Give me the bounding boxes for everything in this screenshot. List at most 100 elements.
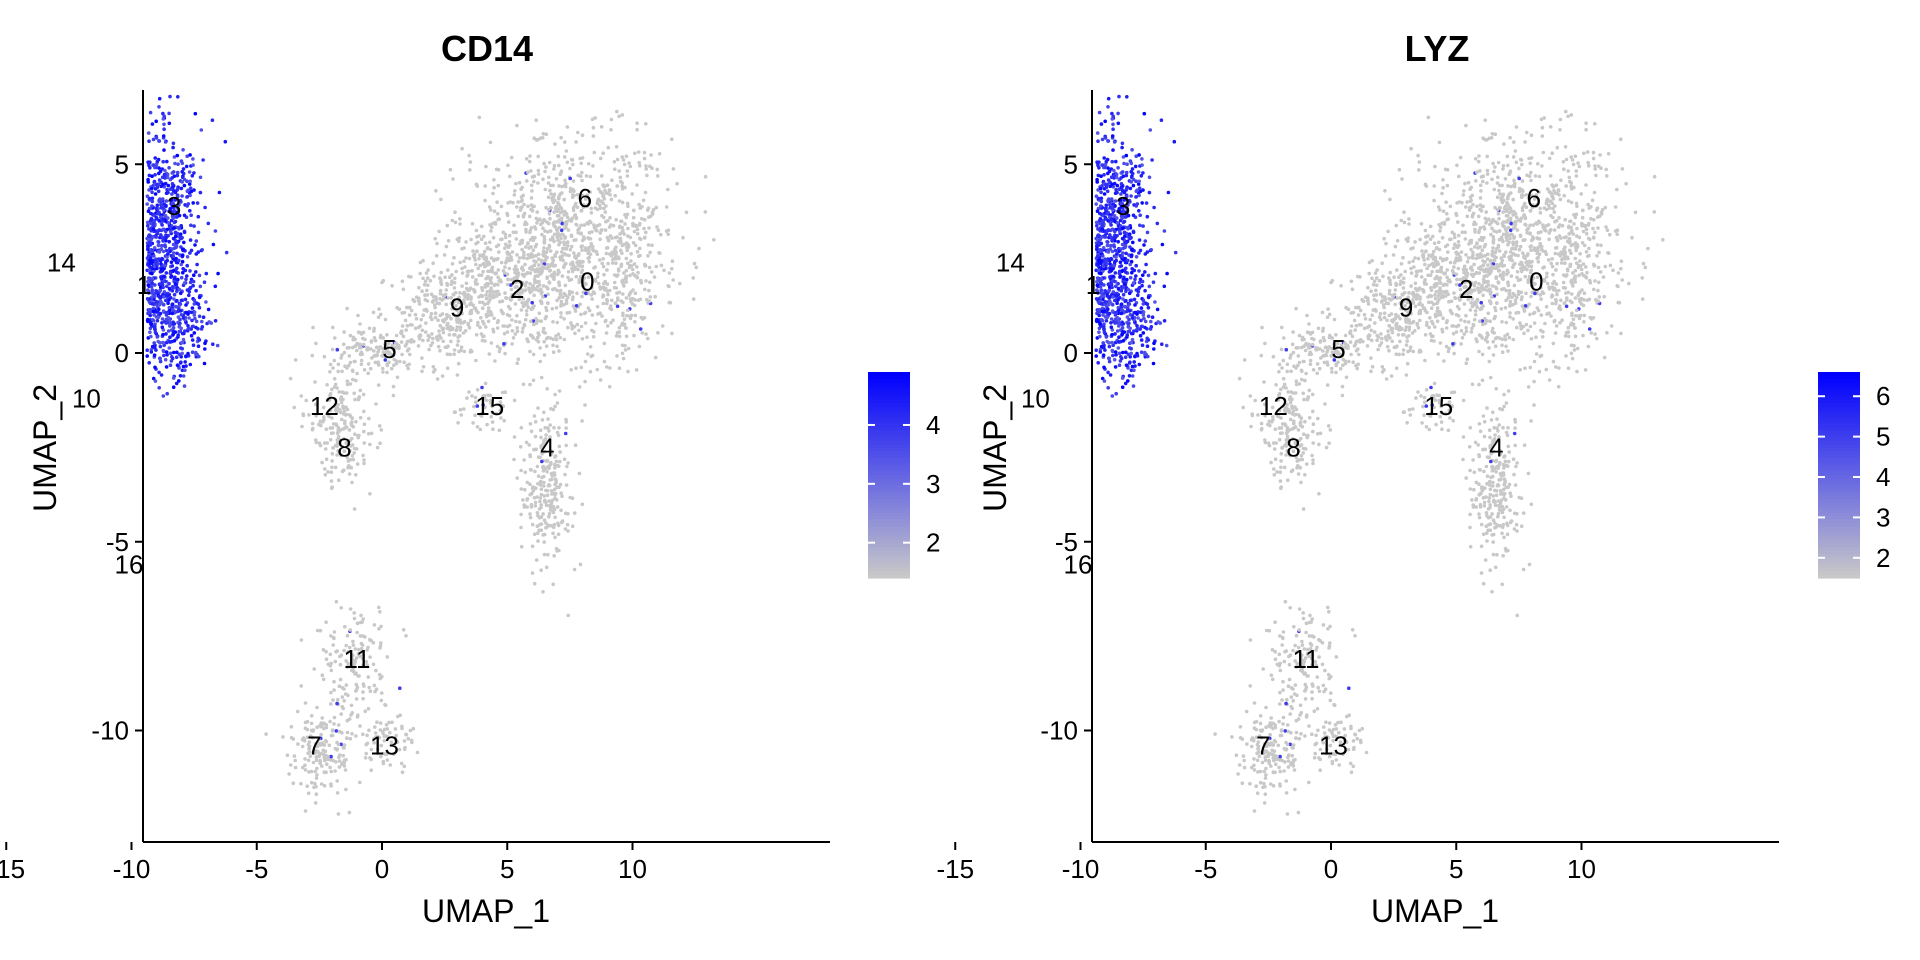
cell-point [547, 511, 552, 516]
cell-point [453, 410, 458, 414]
cell-point [517, 256, 522, 260]
cell-point [362, 461, 366, 466]
cell-point [579, 245, 583, 249]
cell-point [182, 281, 187, 285]
cell-point [420, 369, 424, 374]
cell-point [1528, 161, 1532, 166]
cell-point [605, 324, 610, 328]
cell-point [402, 764, 407, 769]
cell-point [1147, 175, 1152, 180]
cell-point [598, 206, 603, 210]
cell-point [175, 153, 180, 158]
cell-point [591, 290, 596, 294]
cell-point [1111, 353, 1115, 358]
cell-point [620, 280, 625, 285]
cell-point [462, 407, 466, 411]
cell-point [192, 298, 197, 303]
cell-point [552, 270, 557, 275]
cell-point [471, 421, 475, 425]
cell-point [625, 174, 630, 178]
cell-point [615, 354, 619, 358]
cell-point [1104, 203, 1109, 208]
cell-point [192, 310, 197, 315]
cell-point [1129, 253, 1134, 257]
cell-point [1105, 240, 1109, 244]
cell-point [409, 308, 414, 313]
cell-point [421, 338, 425, 343]
cell-point [527, 214, 532, 219]
cell-point [451, 177, 455, 181]
cell-point [472, 306, 477, 311]
cell-point [400, 311, 405, 315]
cell-point [181, 148, 185, 152]
cell-point [361, 453, 365, 458]
cell-point [580, 193, 585, 198]
cell-point [620, 185, 625, 189]
cell-point [570, 266, 574, 271]
cell-point [541, 533, 545, 537]
cell-point [556, 433, 561, 438]
x-tick-label: -15 [0, 854, 25, 884]
cell-point [543, 258, 548, 262]
cell-point [471, 249, 475, 253]
cell-point [150, 291, 154, 295]
cell-point [149, 211, 153, 216]
cell-point [514, 181, 518, 186]
cell-point [523, 245, 528, 249]
cell-point [354, 734, 358, 738]
cell-point [1156, 320, 1160, 324]
cell-point [519, 425, 524, 430]
cell-point [170, 201, 175, 206]
cell-point [477, 295, 481, 299]
cell-point [577, 328, 581, 333]
cell-point [1128, 275, 1133, 280]
cell-point [624, 154, 629, 158]
cell-point [1146, 295, 1151, 300]
cell-point [178, 235, 183, 239]
cell-point [431, 365, 436, 369]
cell-point [185, 195, 189, 199]
cell-point [420, 328, 425, 333]
cell-point [175, 298, 179, 303]
cell-point [174, 381, 179, 386]
cell-point [571, 179, 576, 183]
cell-point [1104, 183, 1108, 187]
cell-point [519, 199, 524, 203]
cell-point [591, 125, 596, 130]
cell-point [536, 168, 541, 173]
cell-point [566, 244, 570, 248]
cell-point [565, 464, 569, 469]
cell-point [449, 339, 453, 344]
cell-point [1134, 195, 1138, 199]
cell-point [1141, 302, 1146, 306]
cell-point [181, 267, 185, 271]
cell-point [536, 181, 540, 185]
cell-point [588, 237, 593, 241]
cell-point [635, 232, 640, 236]
x-tick-label: -10 [113, 854, 151, 884]
cell-point [664, 205, 669, 209]
cell-point [614, 217, 618, 222]
cell-point [374, 353, 379, 357]
cell-point [1097, 258, 1101, 263]
colorbar-segment [868, 426, 910, 431]
cell-point [675, 181, 679, 186]
cell-point [486, 306, 491, 310]
cell-point [1133, 277, 1137, 282]
cell-point [537, 311, 542, 316]
cell-point [1137, 238, 1142, 242]
cell-point [1109, 235, 1114, 240]
cell-point [557, 163, 561, 168]
cell-point [1113, 235, 1117, 240]
cell-point [1110, 332, 1114, 337]
cell-point [1132, 360, 1136, 364]
cell-point [172, 292, 177, 297]
cell-point [487, 205, 492, 209]
cell-point [325, 441, 330, 445]
cell-point [350, 711, 355, 715]
cell-point [516, 200, 520, 204]
cell-point [639, 237, 643, 242]
cell-point [548, 462, 553, 467]
cell-point [1118, 260, 1123, 265]
cell-point [348, 333, 353, 338]
